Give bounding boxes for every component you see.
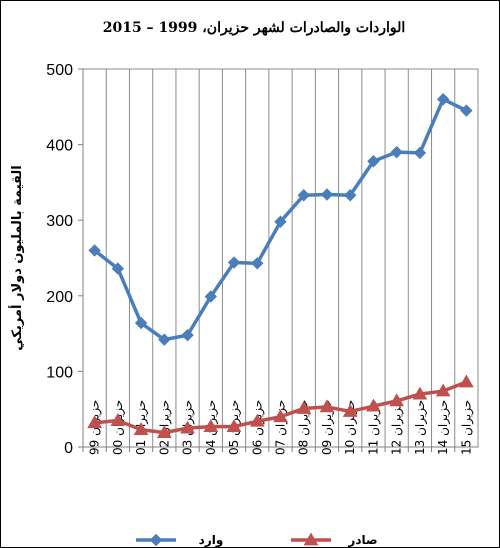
data-point [296, 400, 312, 414]
x-tick-label: حزيران 12 [390, 400, 405, 455]
legend-label: صادر [347, 533, 377, 547]
series-group [87, 93, 474, 439]
data-point [227, 256, 241, 269]
data-point [134, 316, 148, 330]
y-tick-labels: 0 100 200 300 400 500 [46, 62, 83, 457]
data-point [366, 398, 381, 412]
grid [105, 69, 456, 447]
legend-marker [303, 532, 319, 546]
x-tick-label: حزيران 00 [111, 400, 126, 455]
x-tick-label: حزيران 15 [459, 400, 474, 455]
x-tick-label: حزيران 09 [320, 400, 335, 455]
x-tick-label: حزيران 13 [413, 400, 428, 455]
legend-marker [149, 533, 163, 547]
data-point [436, 93, 450, 106]
data-point [297, 189, 310, 202]
data-point [226, 419, 242, 432]
y-tick-label: 0 [64, 440, 73, 457]
data-point [111, 262, 125, 275]
data-point [249, 413, 265, 427]
data-point [274, 215, 287, 228]
data-point [459, 374, 474, 388]
y-tick-label: 100 [46, 364, 73, 381]
x-tick-label: حزيران 07 [274, 400, 289, 455]
legend-label: وارد [199, 533, 224, 547]
data-point [273, 409, 288, 423]
data-point [156, 425, 172, 439]
data-point [181, 328, 194, 342]
data-point [319, 399, 335, 413]
y-tick-label: 300 [46, 213, 73, 230]
data-point [251, 257, 264, 270]
data-point [133, 422, 149, 435]
legend-item-2: صادر [291, 532, 378, 547]
axes [82, 68, 479, 448]
data-point [158, 333, 171, 346]
y-tick-label: 500 [46, 62, 73, 79]
legend-item-1: وارد [136, 533, 223, 547]
y-tick-label: 200 [46, 289, 73, 306]
data-point [389, 393, 405, 407]
data-point [460, 104, 473, 117]
data-point [320, 188, 334, 201]
data-point [342, 403, 358, 417]
data-point [88, 244, 101, 257]
data-point [87, 415, 102, 429]
data-point [412, 386, 428, 400]
x-tick-label: حزيران 14 [436, 400, 451, 455]
x-tick-label: حزيران 06 [250, 400, 265, 455]
data-point [343, 189, 357, 202]
data-point [435, 383, 451, 397]
y-axis-label: القيمة بالمليون دولار أمريكي [8, 165, 25, 351]
x-tick-label: حزيران 11 [366, 400, 381, 455]
data-point [390, 145, 403, 159]
series-1 [88, 93, 473, 346]
y-tick-label: 400 [46, 138, 73, 155]
data-point [413, 146, 427, 160]
chart-title: الواردات والصادرات لشهر حزيران، 1999 – 2… [103, 20, 406, 36]
legend: وارد صادر [136, 532, 378, 547]
data-point [203, 419, 219, 432]
data-point [180, 420, 195, 434]
data-point [204, 290, 218, 303]
series-2 [87, 374, 474, 439]
data-point [367, 155, 380, 168]
data-point [110, 413, 126, 426]
